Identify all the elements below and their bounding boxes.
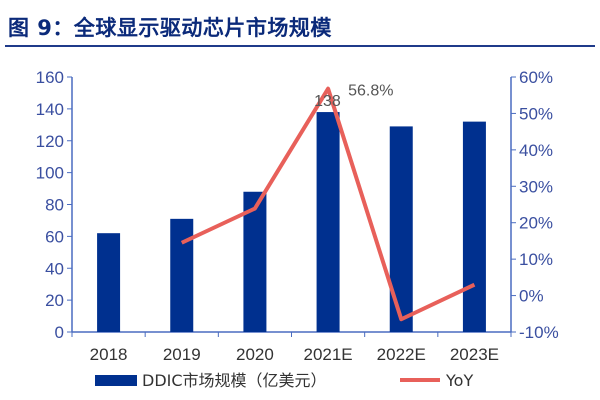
left-tick-label: 80 [45, 196, 64, 215]
right-tick-label: 60% [519, 68, 553, 87]
right-tick-label: 50% [519, 104, 553, 123]
right-tick-label: 0% [519, 287, 544, 306]
bar-2018 [97, 233, 121, 332]
bar-2023E [462, 121, 486, 332]
right-tick-label: 40% [519, 141, 553, 160]
x-tick-label: 2018 [90, 345, 128, 364]
bar-2019 [170, 218, 194, 332]
right-tick-label: 10% [519, 250, 553, 269]
x-tick-label: 2021E [303, 345, 352, 364]
left-tick-label: 120 [36, 132, 64, 151]
bar-data-label: 138 [314, 93, 341, 110]
line-data-label: 56.8% [348, 83, 393, 100]
left-tick-label: 100 [36, 164, 64, 183]
left-tick-label: 20 [45, 291, 64, 310]
right-tick-label: 20% [519, 214, 553, 233]
right-tick-label: 30% [519, 177, 553, 196]
legend-bar-swatch [95, 375, 137, 386]
bar-2022E [389, 126, 413, 332]
right-tick-label: -10% [519, 323, 559, 342]
bar-2021E [316, 112, 340, 332]
title-divider [5, 45, 595, 47]
left-tick-label: 40 [45, 259, 64, 278]
figure-title: 图 9：全球显示驱动芯片市场规模 [8, 16, 332, 40]
x-tick-label: 2019 [163, 345, 201, 364]
legend-line-label: YoY [445, 371, 473, 390]
legend-bar-label: DDIC市场规模（亿美元） [142, 371, 327, 390]
x-tick-label: 2022E [377, 345, 426, 364]
left-tick-label: 140 [36, 100, 64, 119]
left-tick-label: 160 [36, 68, 64, 87]
bar-2020 [243, 191, 267, 332]
left-tick-label: 0 [55, 323, 64, 342]
left-tick-label: 60 [45, 227, 64, 246]
x-tick-label: 2020 [236, 345, 274, 364]
x-tick-label: 2023E [450, 345, 499, 364]
